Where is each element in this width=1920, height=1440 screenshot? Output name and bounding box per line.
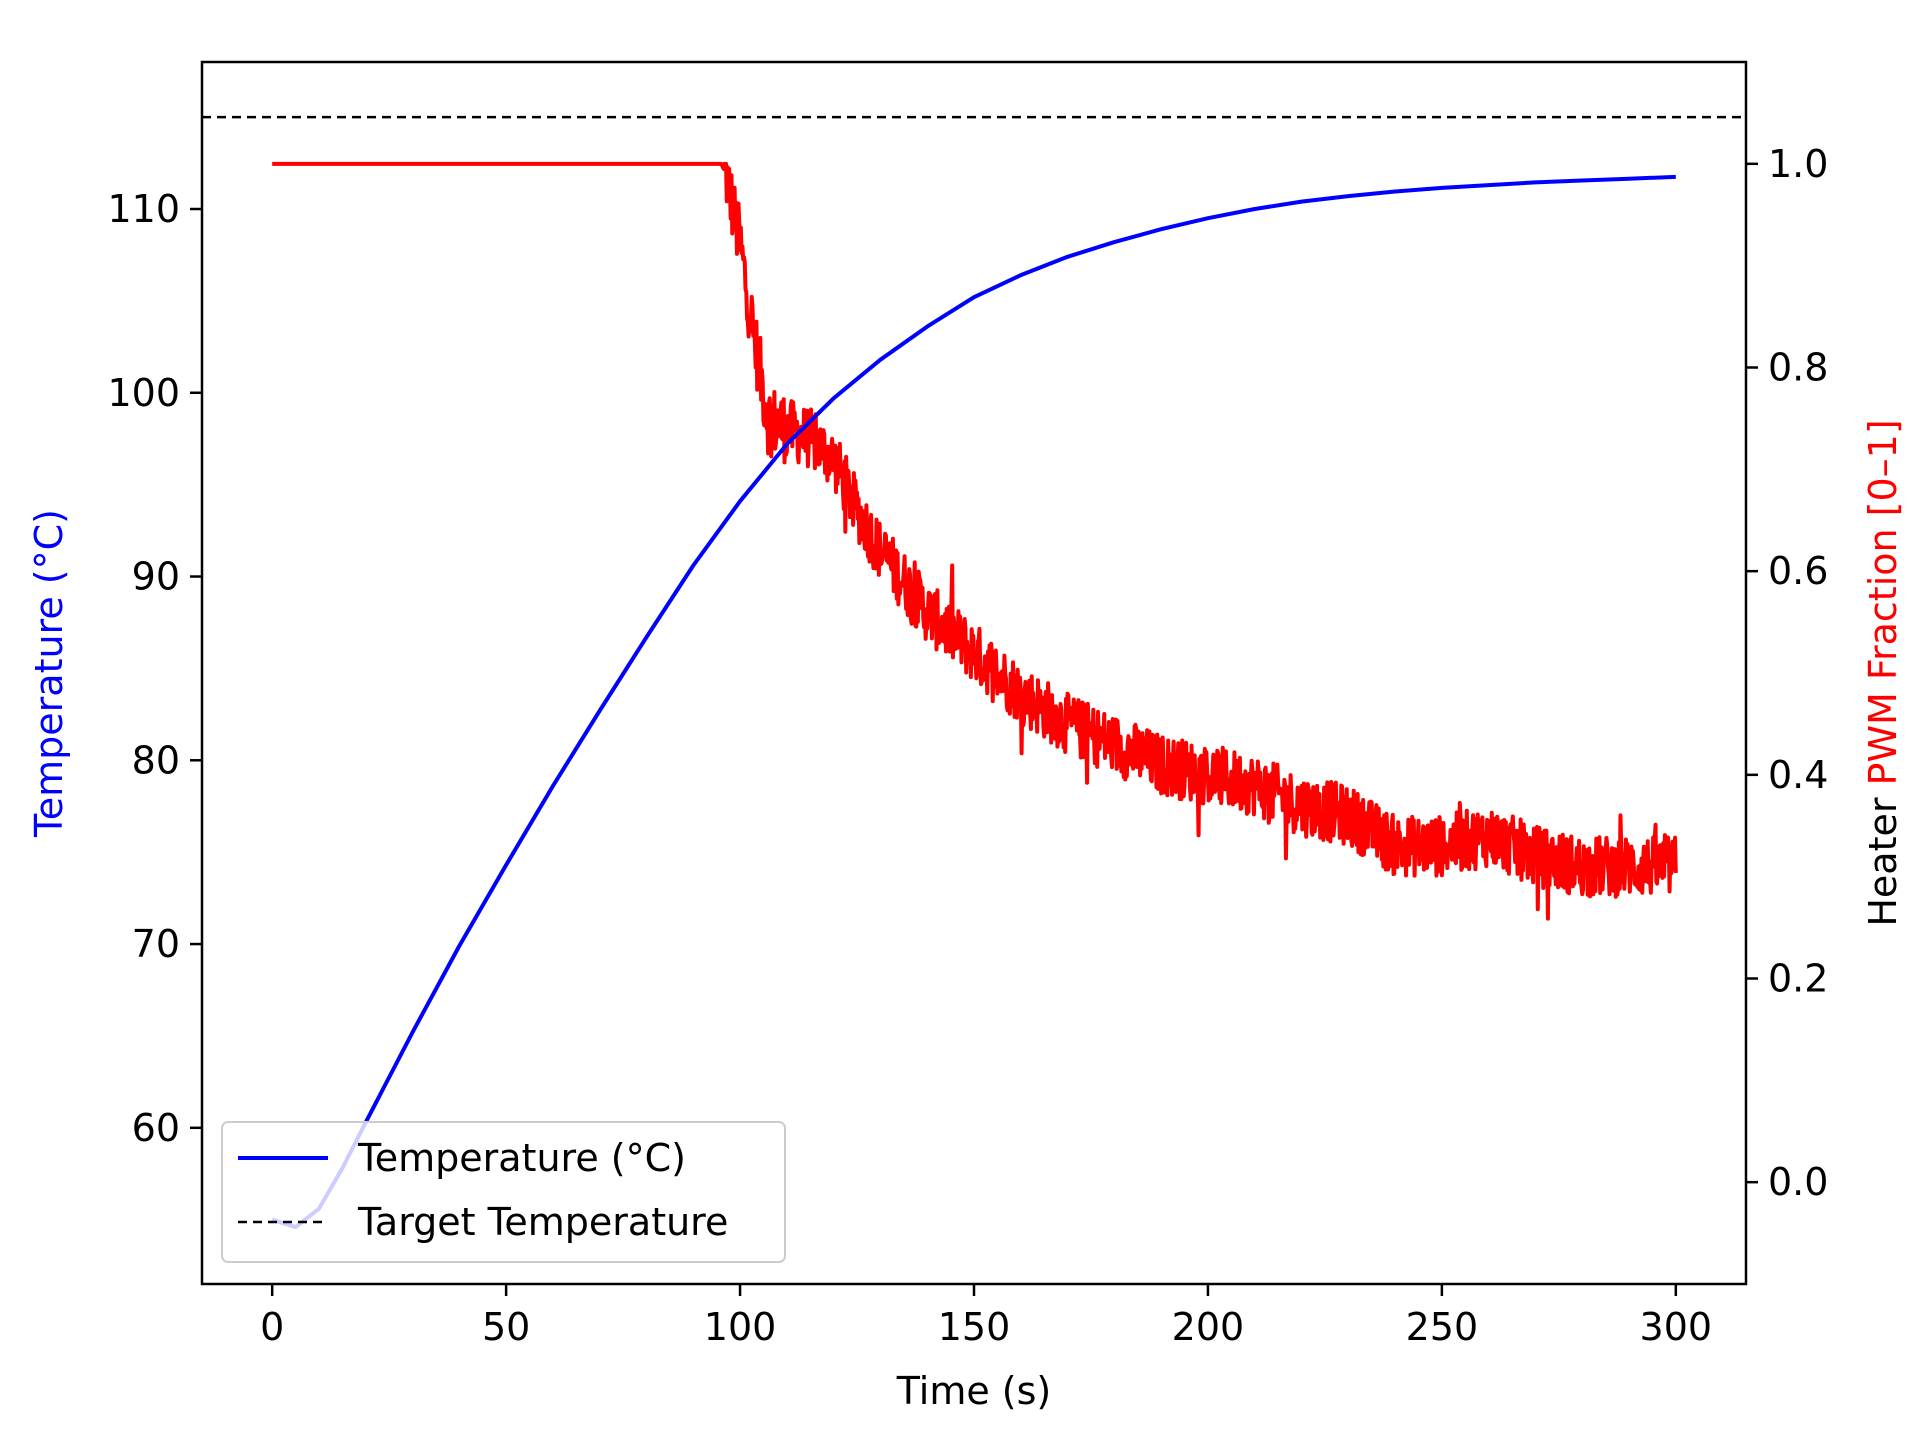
legend-label-target: Target Temperature (357, 1200, 728, 1244)
series-layer (202, 115, 1746, 1230)
x-axis-label: Time (s) (896, 1369, 1052, 1413)
legend-label-temperature: Temperature (°C) (357, 1136, 686, 1180)
y-right-tick-label: 0.8 (1768, 346, 1828, 390)
x-tick-label: 100 (704, 1305, 777, 1349)
y-right-tick-label: 1.0 (1768, 142, 1828, 186)
y-left-axis-label: Temperature (°C) (27, 509, 71, 838)
legend: Temperature (°C) Target Temperature (221, 1121, 786, 1263)
y-right-tick-label: 0.4 (1768, 753, 1828, 797)
legend-box (221, 1121, 786, 1263)
temperature-series-line (271, 174, 1676, 1230)
y-left-tick-label: 60 (132, 1106, 180, 1150)
y-right-axis-label-part-2: PWM Fraction [0–1] (1861, 419, 1905, 785)
y-right-axis-label: Heater PWM Fraction [0–1] (1861, 419, 1905, 926)
x-tick-label: 0 (260, 1305, 284, 1349)
x-tick-label: 200 (1172, 1305, 1245, 1349)
x-tick-label: 150 (938, 1305, 1011, 1349)
x-tick-label: 50 (482, 1305, 530, 1349)
y-left-tick-label: 90 (132, 555, 180, 599)
y-right-tick-label: 0.6 (1768, 549, 1828, 593)
y-left-tick-label: 110 (107, 187, 180, 231)
y-right-axis-label-part-1: Heater (1861, 785, 1905, 926)
ticks-layer: 0 50 100 150 200 250 300 60 70 80 90 100 110 0.0 0.2 0.… (107, 142, 1828, 1349)
y-right-tick-label: 0.0 (1768, 1160, 1828, 1204)
y-left-tick-label: 100 (107, 371, 180, 415)
y-right-tick-label: 0.2 (1768, 957, 1828, 1001)
heater-pwm-series-line (270, 161, 1678, 921)
y-left-tick-label: 70 (132, 922, 180, 966)
x-tick-label: 250 (1406, 1305, 1479, 1349)
x-tick-label: 300 (1640, 1305, 1713, 1349)
y-left-tick-label: 80 (132, 738, 180, 782)
